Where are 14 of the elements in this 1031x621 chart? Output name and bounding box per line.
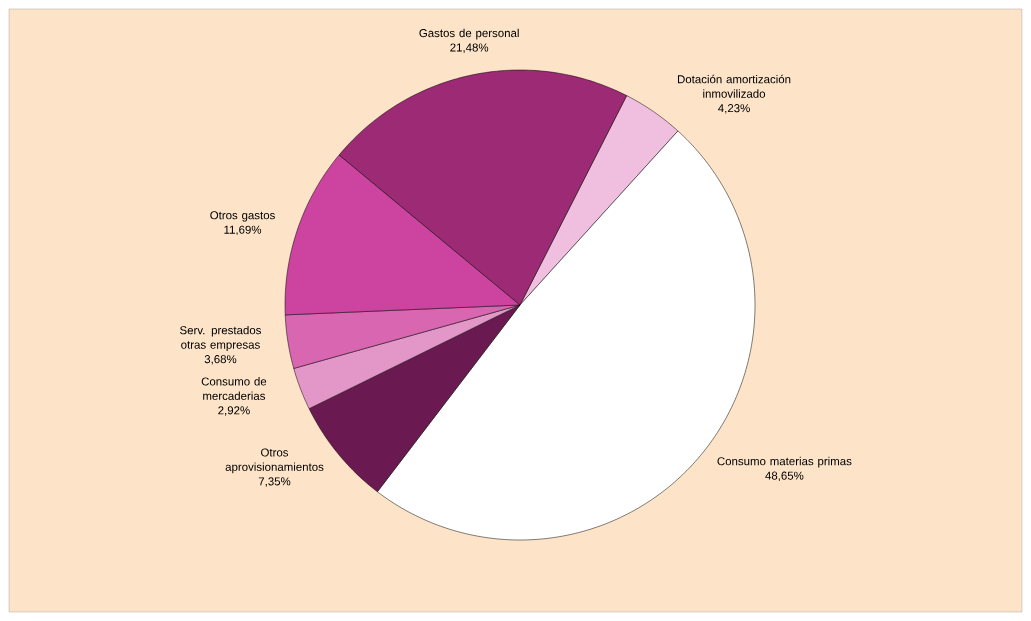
data-label: 11,69% (224, 225, 262, 236)
data-label: 21,48% (450, 43, 489, 53)
slice-label: Gastos de personal (419, 28, 519, 40)
slice-label: Consumo de mercaderias (201, 377, 267, 400)
slice-label: Dotación amortización inmovilizado (677, 74, 791, 98)
data-label: 7,35% (258, 477, 291, 487)
slice-label: Consumo materias primas (717, 456, 852, 468)
data-label: 2,92% (218, 406, 250, 416)
data-label: 3,68% (204, 355, 237, 365)
slice-label: Serv. prestados otras empresas (180, 325, 262, 352)
data-label: 4,23% (718, 104, 750, 114)
slice-label: Otros aprovisionamientos (225, 448, 324, 474)
slice-label: Otros gastos (210, 211, 275, 222)
data-label: 48,65% (765, 471, 804, 482)
